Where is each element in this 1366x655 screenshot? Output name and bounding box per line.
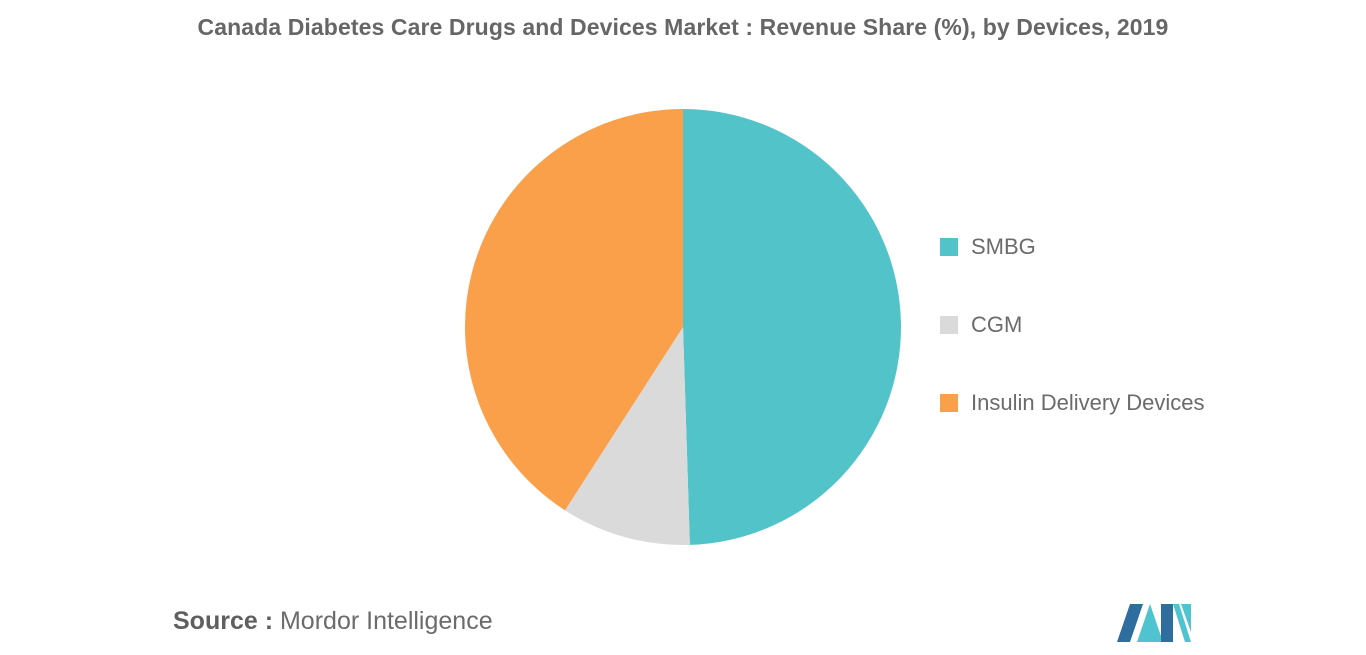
legend-item-smbg: SMBG [940,232,1036,262]
logo-shape-middle [1137,604,1163,642]
chart-title: Canada Diabetes Care Drugs and Devices M… [197,14,1169,40]
logo-shape-right-bar [1181,604,1191,632]
source-note: Source : Mordor Intelligence [173,607,493,636]
source-label: Source : [173,607,274,635]
legend-label-insulin-delivery-devices: Insulin Delivery Devices [971,390,1205,415]
legend-label-cgm: CGM [971,312,1023,337]
legend-item-insulin-delivery-devices: Insulin Delivery Devices [940,388,1205,418]
legend-swatch-smbg [940,238,958,256]
logo-shape-right-diagonal [1173,604,1191,642]
pie-slice-smbg [683,109,901,545]
legend-label-smbg: SMBG [971,234,1036,259]
pie-slice-insulin-delivery-devices [464,109,683,511]
pie-slices [464,109,901,545]
logo-shape-right-left [1161,604,1173,642]
mordor-intelligence-logo [1117,604,1191,642]
logo-shape-left [1117,604,1143,642]
source-text: Mordor Intelligence [279,607,493,635]
legend-item-cgm: CGM [940,310,1022,340]
legend-swatch-cgm [940,316,958,334]
legend-swatch-insulin-delivery-devices [940,394,958,412]
pie-chart [464,109,901,545]
pie-slice-cgm [565,327,690,545]
